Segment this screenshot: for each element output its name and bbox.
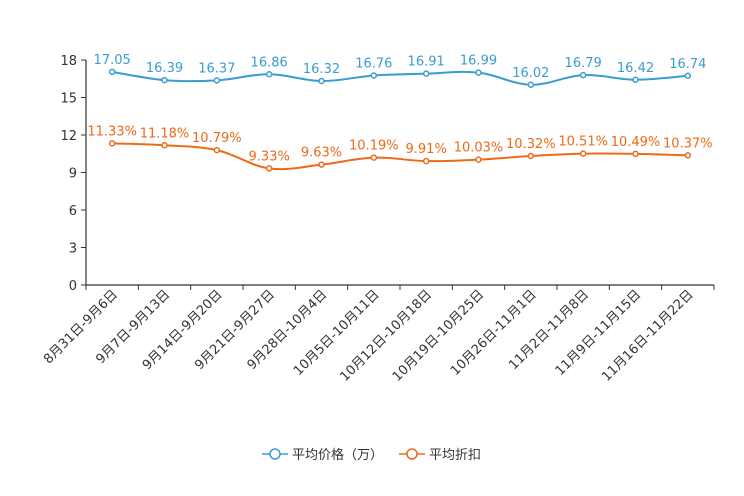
discount-data-label: 9.33% [249, 149, 290, 164]
price-data-label: 16.74 [669, 57, 706, 72]
price-point[interactable] [318, 77, 325, 85]
price-data-label: 16.99 [460, 54, 497, 69]
discount-data-label: 10.51% [558, 135, 608, 150]
price-data-label: 16.39 [146, 61, 183, 76]
price-point[interactable] [108, 68, 116, 76]
price-point[interactable] [684, 72, 692, 79]
y-tick-label: 0 [69, 279, 77, 294]
y-tick-label: 3 [69, 242, 77, 257]
legend-marker-discount [406, 448, 418, 460]
price-point[interactable] [370, 72, 378, 79]
legend[interactable]: 平均价格（万） 平均折扣 [262, 447, 481, 463]
price-data-label: 16.02 [512, 66, 549, 81]
discount-point[interactable] [370, 154, 378, 161]
discount-point[interactable] [684, 152, 692, 159]
discount-series-line [112, 142, 688, 171]
discount-data-label: 11.33% [87, 124, 137, 139]
discount-data-label: 10.79% [192, 131, 242, 146]
price-point[interactable] [422, 70, 430, 77]
data-labels: 17.05 16.39 16.37 16.86 16.32 16.76 16.91 16.99… [87, 53, 712, 165]
x-tick-label: 11月16日-11月22日 [599, 287, 696, 384]
legend-label-discount: 平均折扣 [429, 448, 481, 463]
price-point[interactable] [213, 77, 221, 84]
discount-point[interactable] [265, 165, 273, 172]
discount-data-label: 10.32% [506, 137, 556, 152]
discount-point[interactable] [108, 140, 116, 147]
y-tick-label: 15 [60, 92, 77, 107]
y-tick-label: 18 [60, 54, 77, 69]
discount-point[interactable] [579, 150, 587, 157]
legend-item-discount[interactable]: 平均折扣 [399, 448, 481, 463]
price-data-label: 16.79 [565, 56, 602, 71]
discount-data-label: 10.37% [663, 136, 713, 151]
price-point[interactable] [579, 71, 587, 79]
price-data-label: 16.42 [617, 61, 654, 76]
legend-marker-price [269, 448, 281, 460]
price-data-label: 16.91 [408, 55, 445, 70]
discount-data-label: 10.49% [611, 135, 661, 150]
discount-point[interactable] [475, 156, 482, 163]
discount-data-label: 9.63% [301, 146, 342, 161]
price-data-label: 17.05 [94, 53, 131, 68]
y-tick-label: 6 [69, 204, 77, 219]
discount-data-label: 11.18% [140, 126, 190, 141]
discount-point[interactable] [527, 152, 535, 160]
series-lines [108, 68, 692, 172]
discount-data-label: 10.03% [454, 141, 504, 156]
axes: 03691215188月31日-9月6日9月7日-9月13日9月14日-9月20… [41, 54, 715, 385]
discount-point[interactable] [318, 161, 325, 168]
price-data-label: 16.76 [355, 57, 392, 72]
price-point[interactable] [632, 76, 639, 83]
x-tick-label: 10月12日-10月18日 [338, 287, 435, 384]
legend-item-price[interactable]: 平均价格（万） [262, 447, 383, 463]
discount-data-label: 10.19% [349, 139, 399, 154]
price-series-line [112, 70, 688, 86]
price-data-label: 16.32 [303, 62, 340, 77]
y-tick-label: 12 [60, 129, 77, 144]
price-data-label: 16.37 [198, 61, 235, 76]
x-tick-label: 10月19日-10月25日 [390, 287, 487, 384]
price-point[interactable] [161, 76, 168, 84]
discount-point[interactable] [422, 157, 430, 165]
y-tick-label: 9 [69, 167, 77, 182]
legend-label-price: 平均价格（万） [292, 447, 383, 463]
discount-data-label: 9.91% [406, 142, 447, 157]
discount-point[interactable] [632, 150, 639, 158]
discount-point[interactable] [213, 146, 221, 154]
price-data-label: 16.86 [251, 55, 288, 70]
price-point[interactable] [265, 71, 273, 78]
price-point[interactable] [527, 81, 535, 88]
discount-point[interactable] [161, 142, 168, 149]
price-point[interactable] [475, 69, 482, 76]
